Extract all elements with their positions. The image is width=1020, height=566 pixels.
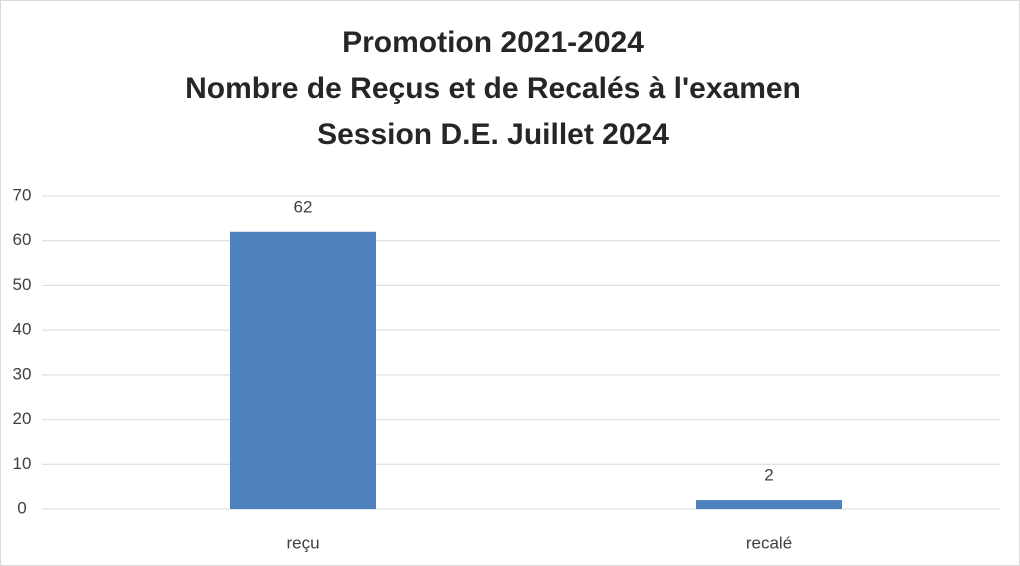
y-tick-label: 30 (13, 364, 32, 383)
y-tick-label: 50 (13, 275, 32, 294)
x-tick-label: recalé (746, 533, 792, 552)
y-tick-label: 0 (17, 498, 26, 517)
y-tick-label: 10 (13, 454, 32, 473)
data-label: 2 (764, 466, 773, 485)
y-tick-label: 20 (13, 409, 32, 428)
y-tick-label: 70 (13, 185, 32, 204)
bar (230, 231, 376, 509)
chart-title: Promotion 2021-2024 (342, 26, 644, 59)
bar (696, 500, 842, 509)
y-tick-label: 40 (13, 320, 32, 339)
data-label: 62 (294, 197, 313, 216)
x-tick-label: reçu (286, 533, 319, 552)
chart-title: Nombre de Reçus et de Recalés à l'examen (185, 72, 801, 105)
y-tick-label: 60 (13, 230, 32, 249)
chart-title: Session D.E. Juillet 2024 (317, 118, 669, 151)
